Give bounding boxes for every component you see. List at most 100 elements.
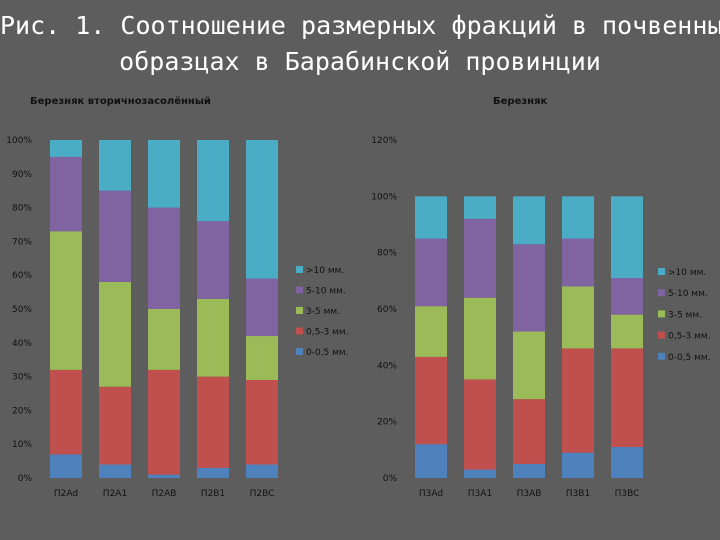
chart-1-bar-segment xyxy=(50,231,82,370)
chart-1-bar-segment xyxy=(148,474,180,478)
chart-2-title: Березняк xyxy=(493,96,548,107)
chart-2-bar-segment xyxy=(513,196,545,245)
legend-swatch xyxy=(658,352,665,360)
chart-1-bar-segment xyxy=(50,156,82,232)
chart-2-bar-segment xyxy=(611,348,643,448)
chart-2-bar-segment xyxy=(464,196,496,219)
chart-2-ytick: 100% xyxy=(371,192,397,202)
chart-2-bar-segment xyxy=(415,196,447,239)
legend-swatch xyxy=(658,268,665,275)
chart-1-ytick: 30% xyxy=(12,373,32,383)
chart-2-bar-segment xyxy=(513,463,545,478)
chart-2-bar-segment xyxy=(464,379,496,470)
legend-label: >10 мм. xyxy=(668,268,706,278)
chart-1-ytick: 70% xyxy=(12,237,32,247)
legend-swatch xyxy=(296,286,303,294)
chart-2-ytick: 40% xyxy=(377,361,397,371)
legend-label: 0-0,5 мм. xyxy=(668,353,711,363)
slide-title-line-2: образцах в Барабинской провинции xyxy=(119,47,601,76)
legend-label: 3-5 мм. xyxy=(306,307,340,317)
chart-2-bar-segment xyxy=(464,218,496,298)
chart-2-bar-segment xyxy=(611,278,643,315)
chart-1-bar-segment xyxy=(197,298,229,377)
chart-1-bar-segment xyxy=(246,336,278,380)
slide-title: Рис. 1. Соотношение размерных фракций в … xyxy=(0,8,720,80)
legend-swatch xyxy=(296,327,303,335)
chart-2-bar-segment xyxy=(611,447,643,478)
chart-2-bar-segment xyxy=(513,244,545,332)
chart-2-bar-segment xyxy=(415,356,447,445)
chart-1-bar-segment xyxy=(99,464,131,478)
chart-1-bar-segment xyxy=(197,221,229,299)
chart-1-bar-segment xyxy=(197,376,229,468)
chart-1-bar-segment xyxy=(99,140,131,191)
legend-label: 0,5-3 мм. xyxy=(306,328,349,338)
chart-1-bar-segment xyxy=(99,386,131,465)
chart-1-bar-segment xyxy=(246,464,278,478)
chart-2-ytick: 80% xyxy=(377,249,397,259)
legend-swatch xyxy=(296,307,303,314)
legend-swatch xyxy=(296,348,303,355)
legend-label: 0-0,5 мм. xyxy=(306,348,349,358)
chart-1-bar-segment xyxy=(50,369,82,455)
chart-2-bar-segment xyxy=(415,238,447,307)
chart-1-bar-segment xyxy=(246,140,278,279)
legend-swatch xyxy=(658,289,665,297)
chart-2-ytick: 120% xyxy=(371,136,397,146)
chart-1-ytick: 10% xyxy=(12,440,32,450)
chart-2-category-label: П3B1 xyxy=(566,489,590,499)
chart-1-category-label: П2BC xyxy=(250,489,275,499)
chart-2-bar-segment xyxy=(415,306,447,357)
chart-1-bar-segment xyxy=(148,140,180,208)
chart-2-category-label: П3Ad xyxy=(419,489,443,499)
chart-1-ytick: 50% xyxy=(12,305,32,315)
legend-label: 3-5 мм. xyxy=(668,310,702,320)
chart-2-category-label: П3BC xyxy=(615,489,640,499)
chart-2-bar-segment xyxy=(513,331,545,400)
legend-label: 5-10 мм. xyxy=(306,287,346,297)
chart-1-category-label: П2A1 xyxy=(103,489,127,499)
chart-1-ytick: 60% xyxy=(12,271,32,281)
legend-swatch xyxy=(658,310,665,318)
chart-1-bar-segment xyxy=(50,140,82,157)
chart-2-ytick: 20% xyxy=(377,418,397,428)
chart-1-category-label: П2B1 xyxy=(201,489,225,499)
legend-label: >10 мм. xyxy=(306,266,344,276)
chart-1-bar-segment xyxy=(148,207,180,309)
chart-1-ytick: 40% xyxy=(12,339,32,349)
chart-2-bar-segment xyxy=(562,286,594,349)
chart-2-category-label: П3A1 xyxy=(468,489,492,499)
chart-2-ytick: 60% xyxy=(377,305,397,315)
chart-1-bar-segment xyxy=(99,190,131,282)
chart-1-ytick: 90% xyxy=(12,170,32,180)
chart-1-bar-segment xyxy=(99,281,131,387)
legend-swatch xyxy=(658,331,665,339)
chart-1-category-label: П2Ad xyxy=(54,489,78,499)
slide-title-line-1: Рис. 1. Соотношение размерных фракций в … xyxy=(0,11,720,40)
chart-1-ytick: 0% xyxy=(18,474,33,484)
chart-2-bar-segment xyxy=(611,314,643,349)
chart-1: 0% 10% 20% 30% 40% 50% 60% 70% 80% 90% 100% П2Ad П2A… xyxy=(6,136,348,499)
chart-1-bar-segment xyxy=(197,140,229,222)
chart-1-title: Березняк вторичнозасолённый xyxy=(30,96,211,107)
chart-1-bar-segment xyxy=(246,278,278,337)
chart-2-bar-segment xyxy=(562,348,594,453)
chart-2: 0% 20% 40% 60% 80% 100% 120% П3Ad П3A1 П3AB П3B1 П3… xyxy=(371,136,710,499)
chart-2-bar-segment xyxy=(562,238,594,287)
chart-2-bar-segment xyxy=(464,469,496,478)
chart-2-bar-segment xyxy=(415,444,447,478)
chart-1-bar-segment xyxy=(197,467,229,478)
chart-1-category-label: П2AB xyxy=(152,489,177,499)
chart-1-bar-segment xyxy=(50,454,82,478)
chart-2-category-label: П3AB xyxy=(517,489,542,499)
chart-2-ytick: 0% xyxy=(383,474,398,484)
legend-swatch xyxy=(296,266,303,273)
chart-2-bar-segment xyxy=(464,297,496,380)
chart-1-bar-segment xyxy=(246,379,278,465)
chart-2-bar-segment xyxy=(513,399,545,464)
chart-1-ytick: 100% xyxy=(6,136,32,146)
chart-2-bar-segment xyxy=(562,196,594,239)
chart-1-ytick: 20% xyxy=(12,406,32,416)
legend-label: 0,5-3 мм. xyxy=(668,332,711,342)
